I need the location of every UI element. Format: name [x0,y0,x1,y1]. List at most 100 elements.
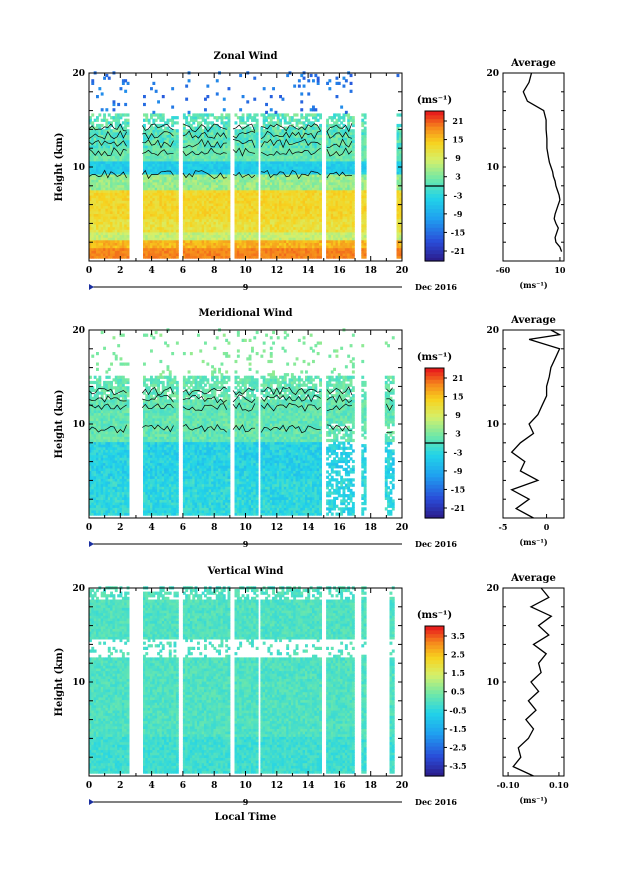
heatmap-cell [117,252,121,257]
heatmap-cell [91,121,95,125]
heatmap-cell [96,221,99,225]
heatmap-cell [100,150,104,154]
heatmap-cell [100,118,104,122]
heatmap-cell [110,189,113,193]
heatmap-cell [96,245,99,249]
heatmap-cell [121,166,125,170]
heatmap-cell [112,231,116,236]
heatmap-cell [89,142,92,146]
heatmap-cell [105,221,109,225]
heatmap-cell [124,102,128,107]
heatmap-cell [117,116,121,120]
heatmap-cell [119,176,123,180]
heatmap-cell [103,155,106,159]
heatmap-cell [100,255,104,259]
heatmap-cell [206,95,210,99]
heatmap-cell [121,250,125,254]
heatmap-cell [110,239,113,243]
heatmap-cell [110,255,113,259]
heatmap-cell [124,250,128,254]
heatmap-cell [105,137,109,141]
heatmap-cell [103,176,106,180]
heatmap-cell [117,102,121,107]
heatmap-cell [119,166,123,170]
heatmap-cell [119,137,123,141]
heatmap-cell [121,195,125,199]
heatmap-cell [89,252,92,257]
heatmap-cell [114,213,118,217]
heatmap-cell [91,218,95,222]
heatmap-cell [100,166,104,170]
heatmap-cell [89,218,92,222]
heatmap-cell [89,160,92,164]
heatmap-cell [112,108,116,112]
heatmap-cell [98,218,102,222]
heatmap-cell [103,221,106,225]
heatmap-cell [89,171,92,175]
heatmap-cell [91,195,95,199]
heatmap-cell [112,255,116,259]
heatmap-cell [121,202,125,207]
heatmap-cell [126,129,130,133]
heatmap-cell [105,152,109,157]
heatmap-cell [143,123,146,128]
heatmap-cell [114,245,118,249]
heatmap-cell [98,113,102,117]
heatmap-cell [119,189,123,193]
heatmap-cell [96,195,99,199]
heatmap-cell [93,247,97,251]
heatmap-cell [89,176,92,180]
heatmap-cell [246,100,250,104]
heatmap-cell [114,160,118,164]
heatmap-cell [262,87,266,91]
heatmap-cell [119,87,123,91]
heatmap-cell [105,150,109,154]
heatmap-cell [91,160,95,164]
heatmap-cell [100,123,104,128]
heatmap-cell [161,113,165,117]
heatmap-cell [107,160,111,164]
heatmap-cell [281,97,285,101]
heatmap-cell [112,171,116,175]
heatmap-cell [117,245,121,249]
heatmap-cell [110,205,113,209]
heatmap-cell [119,237,123,241]
heatmap-cell [100,205,104,209]
heatmap-cell [100,131,104,135]
heatmap-cell [121,121,125,125]
heatmap-cell [117,192,121,196]
heatmap-cell [297,79,301,83]
heatmap-cell [114,131,118,135]
heatmap-cell [100,155,104,159]
heatmap-cell [105,213,109,217]
heatmap-cell [91,187,95,191]
heatmap-cell [117,197,121,201]
heatmap-cell [255,118,259,122]
heatmap-cell [107,208,111,212]
heatmap-cell [93,181,97,186]
heatmap-cell [91,255,95,259]
heatmap-cell [98,168,102,172]
heatmap-cell [91,129,95,133]
heatmap-cell [96,137,99,141]
heatmap-cell [119,158,123,162]
heatmap-cell [110,231,113,236]
heatmap-cell [89,213,92,217]
heatmap-cell [91,189,95,193]
heatmap-cell [89,231,92,236]
heatmap-cell [110,145,113,149]
heatmap-cell [117,216,121,220]
heatmap-cell [98,174,102,178]
heatmap-cell [91,237,95,241]
heatmap-cell [300,108,304,112]
heatmap-cell [96,250,99,254]
heatmap-cell [110,174,113,178]
heatmap-cell [100,176,104,180]
heatmap-cell [93,202,97,207]
heatmap-cell [96,184,99,188]
heatmap-cell [110,168,113,172]
heatmap-cell [121,255,125,259]
heatmap-cell [117,158,121,162]
heatmap-cell [110,131,113,135]
heatmap-cell [124,221,128,225]
